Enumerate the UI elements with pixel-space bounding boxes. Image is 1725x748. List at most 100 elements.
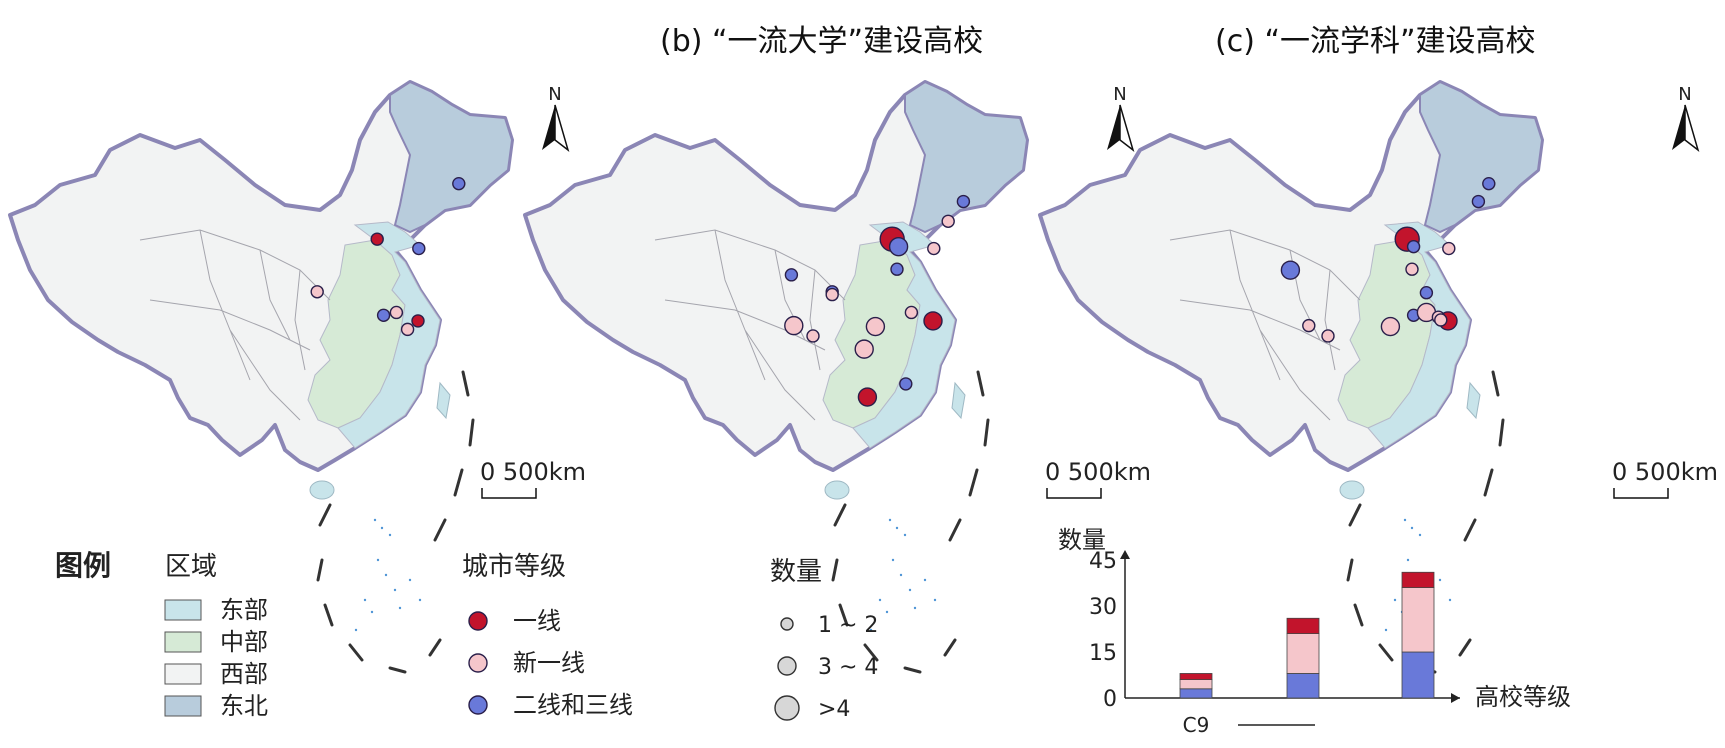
city-point [854,339,874,359]
city-point [956,194,971,209]
city-point [857,387,878,407]
count-size-marker [777,656,797,676]
map-b-title: (b) “一流大学”建设高校 [660,24,984,59]
city-point [452,176,466,191]
north-arrow-icon [1672,105,1685,150]
city-point [1280,260,1301,280]
y-tick-label: 15 [1089,641,1117,666]
city-point [825,287,839,302]
region-heading: 区域 [165,552,217,582]
chart-x-axis-label: 高校等级 [1475,683,1571,711]
region-legend-label: 东北 [220,692,268,720]
map-c-title: (c) “一流学科”建设高校 [1215,24,1536,59]
scale-bar-a: 0 500km [480,458,586,499]
count-legend-label: 3 ~ 4 [818,655,878,680]
city-point [1302,318,1316,333]
x-axis-arrow-icon [1451,693,1460,703]
city-point [1406,239,1421,254]
bar-segment [1286,633,1320,674]
region-swatch [164,663,202,685]
city-point [806,329,820,343]
city-point [412,241,426,256]
map-b-points [784,194,971,407]
city-level-marker [468,611,488,631]
count-size-marker [774,695,800,721]
city-level-heading: 城市等级 [462,552,566,582]
city-level-label: 二线和三线 [513,691,633,719]
city-point [904,305,919,320]
city-point [899,377,913,391]
city-point [1434,313,1448,327]
y-axis-arrow-icon [1120,550,1130,559]
bar-segment [1401,587,1435,653]
city-point [927,241,941,256]
count-size-marker [780,617,794,631]
bar-segment [1286,617,1320,634]
scale-bar-b: 0 500km [1045,458,1151,499]
count-legend-label: >4 [818,697,850,722]
y-tick-label: 45 [1089,549,1117,574]
bar-segment [1179,688,1213,699]
north-arrow-b: N [1107,84,1135,152]
city-point [888,236,909,257]
city-level-marker [468,695,488,715]
city-point [400,322,415,337]
city-point [310,285,324,299]
map-c-points [1280,176,1496,343]
region-swatch [164,599,202,621]
bar-segment [1401,651,1435,699]
y-tick-label: 0 [1103,687,1117,712]
north-label: N [1113,84,1126,105]
north-label: N [548,84,561,105]
chart-bars [1179,571,1435,699]
region-legend-label: 西部 [220,660,268,688]
region-legend-label: 东部 [220,596,268,624]
city-point [1442,241,1456,256]
north-label: N [1678,84,1691,105]
city-point [784,315,804,336]
region-swatch [164,695,202,717]
stacked-bar-chart: 数量 0 15 30 45 C9 高校等级 [1058,526,1571,737]
map-a-points [310,176,466,337]
bar-segment [1401,571,1435,588]
city-point [923,311,943,331]
city-level-marker [468,653,488,673]
bar-segment [1179,673,1213,681]
city-point [1405,262,1419,276]
city-point [1321,329,1335,343]
north-arrow-a: N [542,84,570,152]
city-point [370,232,384,246]
region-legend-label: 中部 [220,628,268,656]
city-point [1482,176,1496,191]
city-point [411,314,425,328]
city-point [376,308,391,322]
city-point [1419,286,1434,300]
legend-heading: 图例 [55,549,111,582]
city-point [784,268,799,282]
count-legend: 1 ~ 2 3 ~ 4 >4 [774,613,878,722]
map-b [523,80,1029,674]
x-category-label: C9 [1183,713,1210,737]
city-level-label: 新一线 [513,649,585,677]
north-arrow-icon [542,105,555,150]
north-arrow-c: N [1672,84,1700,152]
city-point [941,214,955,228]
chart-ticks: 0 15 30 45 C9 [1089,549,1315,737]
china-basemap [1038,80,1544,674]
scale-bar-c: 0 500km [1612,458,1718,499]
map-a [8,80,514,674]
y-tick-label: 30 [1089,595,1117,620]
chart-y-axis-label: 数量 [1058,526,1106,554]
count-heading: 数量 [770,557,822,587]
region-swatch [164,631,202,653]
city-point [1471,194,1486,209]
city-point [1380,316,1401,337]
map-c [1038,80,1544,674]
city-level-label: 一线 [513,607,561,635]
city-point [890,262,904,276]
